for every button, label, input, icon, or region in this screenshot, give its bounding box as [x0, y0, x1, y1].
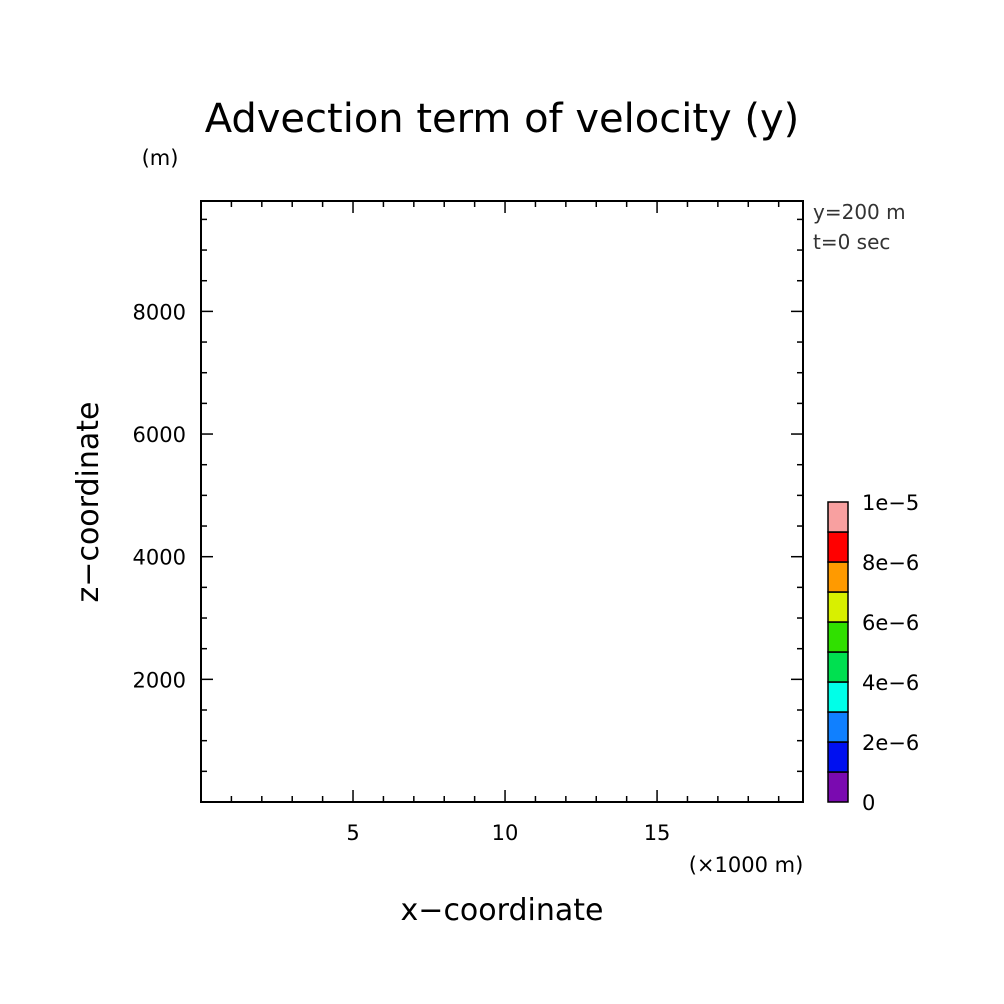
colorbar-tick-label: 2e−6 — [862, 731, 919, 755]
colorbar-swatch — [827, 621, 849, 653]
plot-background — [201, 201, 803, 802]
x-tick-label: 15 — [644, 821, 671, 845]
x-axis-label: x−coordinate — [401, 893, 604, 928]
y-tick-labels: 2000 4000 6000 8000 — [133, 300, 186, 692]
colorbar-swatch — [827, 711, 849, 743]
colorbar-swatch — [827, 501, 849, 533]
colorbar-swatch — [827, 651, 849, 683]
info-time: t=0 sec — [813, 230, 890, 254]
y-tick-label: 4000 — [133, 546, 186, 570]
colorbar-tick-label: 4e−6 — [862, 671, 919, 695]
colorbar-tick-label: 8e−6 — [862, 551, 919, 575]
y-unit-label: (m) — [142, 146, 179, 170]
colorbar-swatch — [827, 531, 849, 563]
colorbar-tick-label: 6e−6 — [862, 611, 919, 635]
colorbar-swatch — [827, 591, 849, 623]
colorbar-swatch — [827, 681, 849, 713]
colorbar-swatch — [827, 561, 849, 593]
y-tick-label: 2000 — [133, 668, 186, 692]
chart-title: Advection term of velocity (y) — [205, 96, 800, 142]
plot-frame — [200, 200, 804, 803]
x-tick-labels: 5 10 15 — [346, 821, 670, 845]
y-tick-label: 6000 — [133, 423, 186, 447]
colorbar-tick-label: 1e−5 — [862, 491, 919, 515]
colorbar-swatch — [827, 741, 849, 773]
x-unit-label: (×1000 m) — [689, 853, 804, 877]
info-y-position: y=200 m — [813, 200, 906, 224]
x-tick-label: 10 — [492, 821, 519, 845]
y-tick-label: 8000 — [133, 300, 186, 324]
colorbar-swatch — [827, 771, 849, 803]
x-tick-label: 5 — [346, 821, 359, 845]
plot-area — [200, 200, 804, 803]
y-axis-label: z−coordinate — [71, 402, 106, 603]
colorbar-tick-label: 0 — [862, 791, 875, 815]
colorbar: 0 2e−6 4e−6 6e−6 8e−6 1e−5 — [827, 491, 919, 815]
